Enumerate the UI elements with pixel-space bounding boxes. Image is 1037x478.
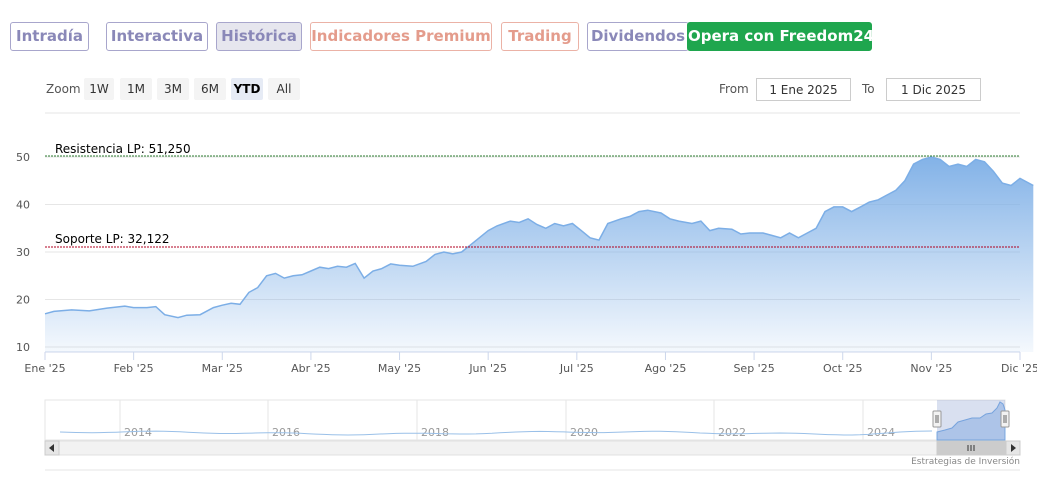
plot-line-label: Soporte LP: 32,122 [55,232,170,246]
scrollbar-track[interactable] [44,440,1021,456]
tab-1[interactable]: Intradía [10,22,89,51]
navigator-year-label: 2022 [718,426,746,439]
tab-5[interactable]: Trading [501,22,579,51]
x-tick-label: Oct '25 [823,362,863,375]
navigator-mask[interactable] [937,400,1005,440]
from-label: From [719,82,749,96]
y-axis: 10 20 30 40 50 [16,151,30,354]
x-tick-label: Ene '25 [24,362,65,375]
zoom-button-1w[interactable]: 1W [84,78,114,100]
navigator-frame [44,399,1006,441]
to-label: To [862,82,875,96]
x-tick-label: Abr '25 [291,362,331,375]
y-tick-label: 30 [16,246,30,259]
chart-credits[interactable]: Estrategias de Inversión [911,456,1020,467]
from-date-input[interactable] [756,78,851,101]
plot-lines: Resistencia LP: 51,250 Soporte LP: 32,122 [45,142,1020,248]
x-tick-label: Nov '25 [910,362,952,375]
zoom-button-6m[interactable]: 6M [194,78,226,100]
navigator[interactable]: 2014 2016 2018 2020 2022 2024 [44,399,1010,441]
navigator-series-line [59,430,933,436]
x-tick-label: Dic '25 [1001,362,1037,375]
navigator-year-label: 2024 [867,426,895,439]
x-tick-label: Mar '25 [202,362,243,375]
x-tick-label: Sep '25 [733,362,774,375]
scrollbar-right-arrow[interactable] [1005,440,1021,456]
zoom-button-all[interactable]: All [268,78,300,100]
x-axis: Ene '25 Feb '25 Mar '25 Abr '25 May '25 Jun '… [24,351,1037,375]
to-date-input[interactable] [886,78,981,101]
navigator-year-ticks: 2014 2016 2018 2020 2022 2024 [119,400,895,440]
zoom-button-3m[interactable]: 3M [157,78,189,100]
price-area [45,157,1034,352]
x-tick-label: Feb '25 [114,362,154,375]
x-tick-label: Jul '25 [559,362,594,375]
x-tick-label: Ago '25 [645,362,687,375]
plot-line-label: Resistencia LP: 51,250 [55,142,191,156]
navigator-scrollbar[interactable] [44,440,1021,456]
y-tick-label: 20 [16,294,30,307]
scrollbar-left-arrow[interactable] [44,440,60,456]
tab-7[interactable]: Opera con Freedom24 [687,22,874,51]
tab-4[interactable]: Indicadores Premium [310,22,492,51]
y-tick-label: 50 [16,151,30,164]
price-line [44,156,1034,319]
navigator-year-label: 2014 [124,426,152,439]
navigator-year-label: 2018 [421,426,449,439]
tab-6[interactable]: Dividendos [587,22,689,51]
tab-2[interactable]: Interactiva [106,22,208,51]
navigator-handle-left[interactable] [932,410,942,428]
x-tick-label: May '25 [378,362,421,375]
tab-3[interactable]: Histórica [216,22,302,51]
y-tick-label: 40 [16,199,30,212]
x-tick-label: Jun '25 [468,362,507,375]
zoom-button-ytd[interactable]: YTD [231,78,263,100]
navigator-handle-right[interactable] [1000,410,1010,428]
zoom-label: Zoom [46,82,81,96]
price-series [44,156,1034,352]
zoom-button-1m[interactable]: 1M [120,78,152,100]
scrollbar-thumb[interactable] [936,440,1006,456]
y-tick-label: 10 [16,341,30,354]
